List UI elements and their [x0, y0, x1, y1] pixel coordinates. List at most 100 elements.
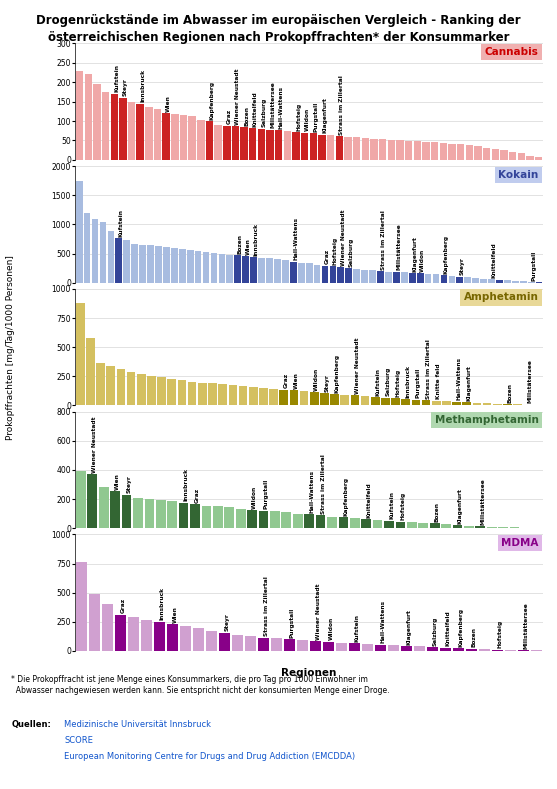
Bar	[304, 514, 314, 528]
Bar	[373, 520, 383, 528]
Text: Kufstein: Kufstein	[114, 65, 119, 92]
Text: Graz: Graz	[195, 488, 200, 503]
Text: Steyr: Steyr	[224, 614, 229, 631]
Text: MDMA: MDMA	[501, 538, 539, 548]
Bar	[119, 98, 126, 160]
Bar	[266, 129, 274, 160]
Bar	[462, 402, 471, 406]
Bar	[492, 650, 503, 651]
Bar	[509, 152, 516, 160]
Bar	[452, 402, 461, 406]
Text: Steyr: Steyr	[324, 374, 329, 392]
Bar	[480, 279, 487, 282]
Bar	[336, 642, 347, 651]
Bar	[258, 257, 265, 282]
Text: Wiener Neustadt: Wiener Neustadt	[92, 417, 97, 473]
Bar	[121, 495, 131, 528]
Text: Kufstein: Kufstein	[355, 614, 360, 642]
Bar	[224, 507, 234, 528]
Bar	[214, 125, 222, 160]
Bar	[442, 402, 451, 406]
Text: Medizinische Universität Innsbruck: Medizinische Universität Innsbruck	[64, 720, 211, 729]
Bar	[487, 527, 497, 528]
Bar	[193, 628, 204, 651]
Text: Steyr: Steyr	[123, 78, 128, 96]
Bar	[483, 148, 490, 160]
Bar	[298, 263, 305, 282]
Bar	[320, 393, 329, 406]
Text: Innsbruck: Innsbruck	[184, 468, 189, 501]
Bar	[493, 404, 502, 406]
Bar	[473, 403, 481, 406]
Bar	[361, 519, 371, 528]
Bar	[223, 125, 231, 160]
Bar	[99, 488, 109, 528]
Bar	[514, 405, 522, 406]
Text: Knittelfeld: Knittelfeld	[253, 91, 258, 126]
Bar	[330, 394, 339, 406]
Bar	[242, 256, 249, 282]
Bar	[163, 247, 170, 282]
Bar	[388, 645, 399, 651]
Text: Graz: Graz	[284, 373, 289, 388]
Bar	[270, 511, 280, 528]
Text: Purgstall: Purgstall	[263, 479, 268, 509]
Bar	[297, 640, 308, 651]
Bar	[512, 281, 519, 282]
Bar	[258, 129, 265, 160]
Bar	[227, 255, 233, 282]
Bar	[440, 143, 447, 160]
Text: Wildon: Wildon	[305, 108, 310, 131]
Bar	[147, 245, 154, 282]
Bar	[76, 303, 85, 406]
Bar	[188, 382, 197, 406]
Text: Graz: Graz	[121, 598, 126, 613]
Bar	[526, 156, 534, 160]
Bar	[282, 260, 289, 282]
Bar	[128, 617, 139, 651]
Bar	[258, 510, 268, 528]
Text: Bozen: Bozen	[507, 383, 512, 403]
Text: Innsbruck: Innsbruck	[253, 222, 258, 256]
Bar	[167, 624, 178, 651]
Bar	[131, 244, 138, 282]
Bar	[147, 376, 156, 406]
Bar	[407, 522, 417, 528]
Text: Steyr: Steyr	[126, 476, 131, 493]
Bar	[397, 140, 404, 160]
Text: Hall-Wattens: Hall-Wattens	[457, 357, 462, 400]
Text: Wildon: Wildon	[252, 485, 257, 509]
Bar	[145, 107, 153, 160]
Bar	[198, 383, 207, 406]
Bar	[440, 648, 451, 651]
Bar	[340, 394, 349, 406]
Text: Purgstall: Purgstall	[314, 102, 319, 132]
Text: Purgstall: Purgstall	[416, 368, 421, 398]
Bar	[218, 384, 227, 406]
Bar	[418, 522, 428, 528]
Bar	[110, 94, 118, 160]
Text: Knitte feld: Knitte feld	[436, 364, 441, 399]
Bar	[427, 647, 438, 651]
Text: Wiener Neustadt: Wiener Neustadt	[316, 583, 321, 640]
Bar	[274, 260, 281, 282]
Bar	[466, 145, 473, 160]
Bar	[108, 231, 114, 282]
Bar	[203, 252, 209, 282]
Bar	[316, 515, 325, 528]
Bar	[133, 498, 143, 528]
Bar	[139, 245, 146, 282]
Text: Drogenrückstände im Abwasser im europäischen Vergleich - Ranking der
österreichi: Drogenrückstände im Abwasser im europäis…	[36, 14, 521, 44]
Bar	[377, 271, 384, 282]
Bar	[144, 499, 154, 528]
Bar	[290, 391, 298, 406]
Bar	[361, 270, 368, 282]
Bar	[206, 630, 217, 651]
Bar	[218, 254, 225, 282]
Bar	[232, 634, 243, 651]
Bar	[228, 385, 237, 406]
Bar	[155, 246, 162, 282]
Text: Kapfenberg: Kapfenberg	[343, 477, 348, 516]
Bar	[465, 278, 471, 282]
Text: Kufstein: Kufstein	[119, 209, 124, 237]
